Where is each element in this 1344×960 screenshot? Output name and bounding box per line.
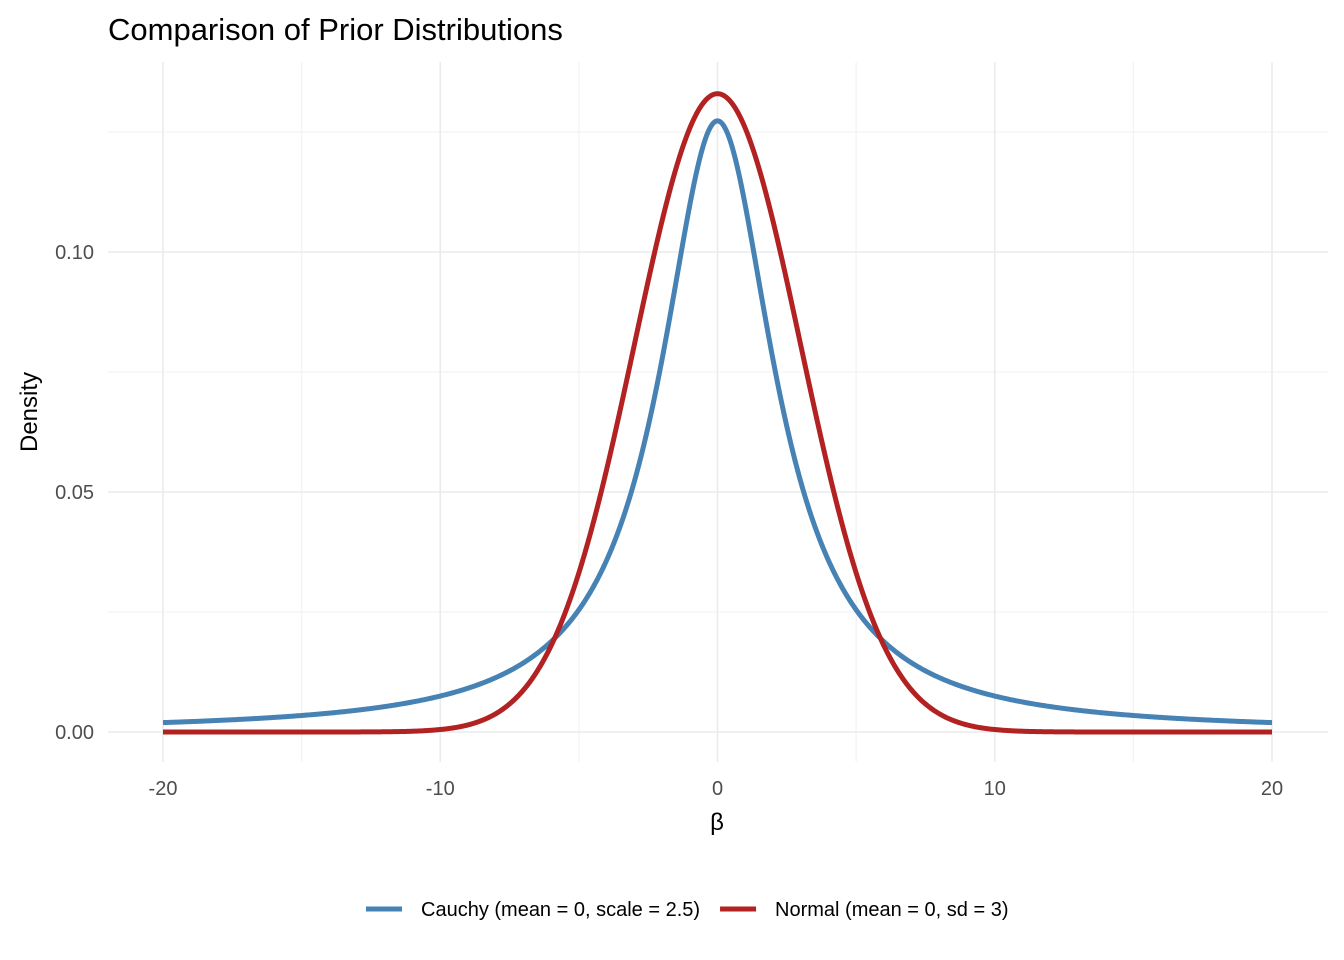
legend-label-cauchy: Cauchy (mean = 0, scale = 2.5) — [421, 899, 700, 921]
x-axis-ticks: -20 -10 0 10 20 — [149, 778, 1284, 800]
y-axis-ticks: 0.00 0.05 0.10 — [55, 242, 94, 744]
y-tick-label: 0.10 — [55, 242, 94, 264]
legend: Cauchy (mean = 0, scale = 2.5) Normal (me… — [366, 899, 1008, 921]
x-tick-label: -10 — [426, 778, 455, 800]
x-tick-label: 20 — [1261, 778, 1283, 800]
x-axis-label: β — [710, 809, 724, 836]
y-tick-label: 0.05 — [55, 482, 94, 504]
chart-title: Comparison of Prior Distributions — [108, 12, 563, 47]
legend-label-normal: Normal (mean = 0, sd = 3) — [775, 899, 1008, 921]
x-tick-label: -20 — [149, 778, 178, 800]
series-lines — [161, 91, 1274, 735]
y-tick-label: 0.00 — [55, 722, 94, 744]
x-tick-label: 0 — [712, 778, 723, 800]
y-axis-label: Density — [16, 372, 43, 452]
series-line-cauchy — [161, 118, 1274, 726]
x-tick-label: 10 — [984, 778, 1006, 800]
grid — [108, 62, 1328, 762]
series-line-normal — [161, 91, 1274, 735]
